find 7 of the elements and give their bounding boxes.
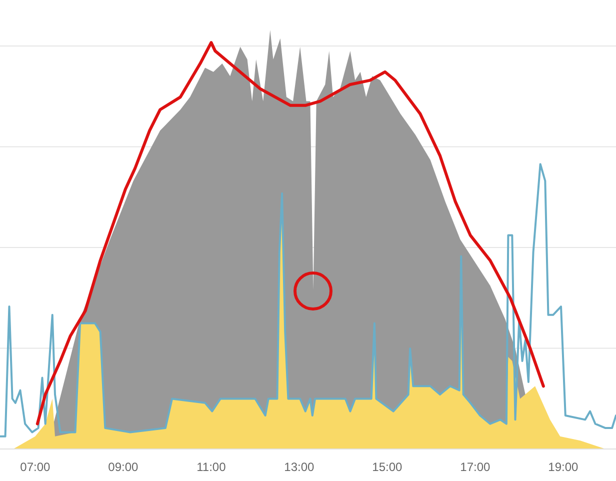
x-tick-label: 19:00 (548, 460, 579, 474)
x-tick-label: 09:00 (108, 460, 139, 474)
x-tick-label: 13:00 (284, 460, 315, 474)
x-tick-label: 15:00 (372, 460, 403, 474)
x-tick-label: 11:00 (196, 460, 226, 474)
x-tick-label: 07:00 (20, 460, 51, 474)
x-tick-label: 17:00 (460, 460, 491, 474)
